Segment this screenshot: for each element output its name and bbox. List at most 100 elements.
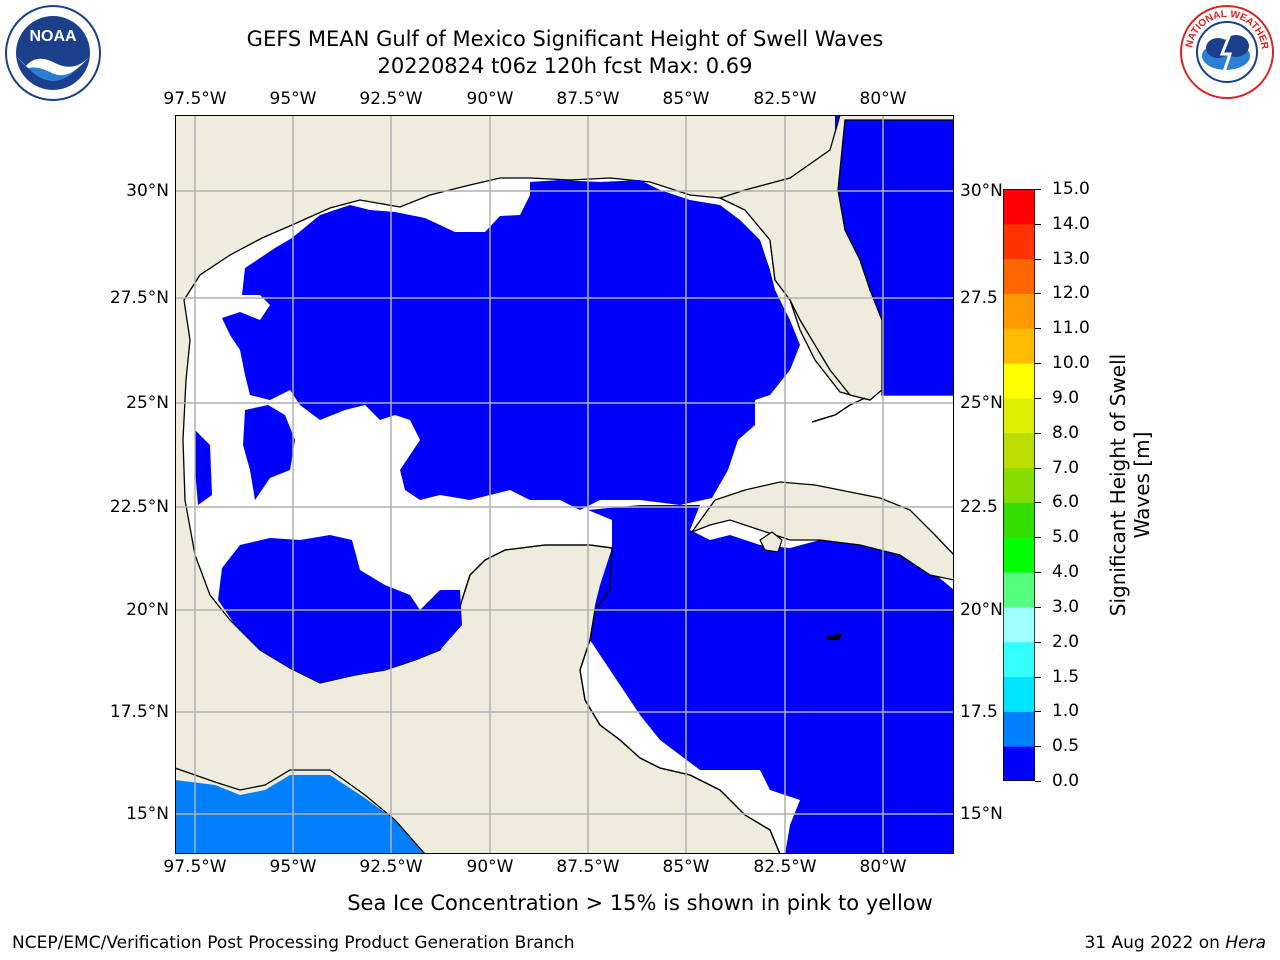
colorbar-tick-label: 7.0: [1052, 457, 1080, 478]
lat-tick-left: 22.5°N: [109, 497, 169, 517]
colorbar-tick-label: 15.0: [1052, 179, 1090, 199]
colorbar-tick-label: 2.0: [1052, 631, 1080, 652]
jamaica: [826, 634, 842, 640]
colorbar-tick: [1035, 781, 1041, 782]
colorbar-band: [1003, 397, 1035, 434]
lon-tick-top: 90°W: [466, 89, 514, 109]
colorbar-band: [1003, 189, 1035, 225]
colorbar-tick: [1035, 258, 1041, 260]
noaa-logo-text: NOAA: [29, 28, 77, 45]
sea-ice-note: Sea Ice Concentration > 15% is shown in …: [347, 891, 933, 915]
colorbar-tick: [1035, 746, 1041, 748]
colorbar-band: [1003, 432, 1035, 469]
colorbar: [1003, 189, 1035, 781]
lat-tick-right: 25°N: [960, 393, 1003, 413]
colorbar-band: [1003, 537, 1035, 573]
colorbar-tick: [1035, 293, 1041, 295]
colorbar-tick-label: 11.0: [1052, 318, 1090, 339]
isla-de-la-juventud: [759, 531, 783, 553]
lat-tick-left: 27.5°N: [109, 288, 169, 308]
colorbar-tick: [1035, 711, 1041, 713]
pacific-coast: [175, 767, 426, 854]
date-text: 31 Aug 2022 on: [1084, 933, 1220, 953]
lon-tick-top: 80°W: [859, 89, 907, 109]
florida: [718, 115, 954, 401]
colorbar-tick-label: 8.0: [1052, 422, 1080, 443]
lat-tick-right: 30°N: [960, 181, 1003, 201]
swell-field-west: [243, 405, 295, 500]
colorbar-tick: [1035, 328, 1041, 330]
colorbar-tick: [1035, 676, 1041, 678]
nws-logo: NATIONAL WEATHER SERVICE: [1178, 4, 1274, 99]
colorbar-tick: [1035, 397, 1041, 399]
lon-tick-top: 82.5°W: [753, 89, 817, 109]
lon-tick-top: 97.5°W: [163, 89, 227, 109]
lat-tick-left: 17.5°N: [109, 702, 169, 722]
yucatan-coast: [461, 544, 613, 726]
lat-tick-left: 20°N: [126, 600, 169, 620]
lat-tick-left: 30°N: [126, 181, 169, 201]
lat-tick-left: 25°N: [126, 393, 169, 413]
swell-height-map: [175, 115, 954, 854]
colorbar-tick-label: 13.0: [1052, 248, 1090, 269]
chart-title: GEFS MEAN Gulf of Mexico Significant Hei…: [246, 27, 884, 51]
colorbar-tick-label: 14.0: [1052, 213, 1090, 234]
colorbar-tick-label: 0.5: [1052, 736, 1080, 757]
lon-tick-bottom: 97.5°W: [163, 857, 227, 877]
lat-tick-right: 15°N: [960, 804, 1003, 824]
colorbar-tick: [1035, 572, 1041, 574]
lon-tick-top: 85°W: [662, 89, 710, 109]
colorbar-band: [1003, 363, 1035, 399]
colorbar-tick-label: 3.0: [1052, 596, 1080, 617]
colorbar-tick: [1035, 223, 1041, 225]
colorbar-band: [1003, 711, 1035, 747]
lat-tick-right: 27.5: [960, 288, 998, 308]
colorbar-band: [1003, 641, 1035, 678]
colorbar-tick-label: 4.0: [1052, 562, 1080, 583]
lat-tick-right: 20°N: [960, 600, 1003, 620]
lat-tick-right: 22.5: [960, 497, 998, 517]
colorbar-tick: [1035, 502, 1041, 504]
colorbar-tick-label: 1.5: [1052, 666, 1080, 687]
credit-line: NCEP/EMC/Verification Post Processing Pr…: [12, 933, 575, 953]
colorbar-band: [1003, 676, 1035, 712]
colorbar-tick: [1035, 432, 1041, 434]
date-line: 31 Aug 2022 on Hera: [1084, 933, 1266, 953]
colorbar-band: [1003, 746, 1035, 781]
lon-tick-top: 95°W: [269, 89, 317, 109]
lon-tick-bottom: 82.5°W: [753, 857, 817, 877]
lon-tick-bottom: 95°W: [269, 857, 317, 877]
colorbar-title: Significant Height of Swell Waves [m]: [1106, 353, 1154, 617]
central-america-coast: [599, 724, 781, 854]
swell-field-main: [222, 180, 800, 510]
colorbar-tick: [1035, 363, 1041, 365]
colorbar-tick: [1035, 537, 1041, 539]
colorbar-tick: [1035, 189, 1041, 190]
colorbar-band: [1003, 502, 1035, 538]
colorbar-tick: [1035, 606, 1041, 608]
lon-tick-bottom: 92.5°W: [359, 857, 423, 877]
machine-name: Hera: [1225, 933, 1266, 953]
lat-tick-right: 17.5: [960, 702, 998, 722]
colorbar-band: [1003, 606, 1035, 643]
colorbar-tick-label: 6.0: [1052, 492, 1080, 513]
lon-tick-bottom: 85°W: [662, 857, 710, 877]
colorbar-band: [1003, 258, 1035, 294]
colorbar-tick-label: 10.0: [1052, 353, 1090, 374]
colorbar-tick-label: 0.0: [1052, 771, 1080, 791]
colorbar-tick: [1035, 467, 1041, 469]
caribbean-water: [835, 115, 954, 395]
colorbar-tick: [1035, 641, 1041, 643]
colorbar-band: [1003, 293, 1035, 329]
noaa-logo: NOAA: [5, 5, 101, 101]
colorbar-band: [1003, 572, 1035, 608]
swell-field-bay-of-campeche: [218, 535, 462, 683]
colorbar-tick-label: 1.0: [1052, 701, 1080, 722]
colorbar-band: [1003, 223, 1035, 260]
lon-tick-bottom: 87.5°W: [556, 857, 620, 877]
florida-keys: [811, 397, 866, 423]
colorbar-tick-label: 12.0: [1052, 283, 1090, 304]
colorbar-band: [1003, 328, 1035, 364]
lon-tick-top: 92.5°W: [359, 89, 423, 109]
colorbar-tick-label: 9.0: [1052, 387, 1080, 408]
